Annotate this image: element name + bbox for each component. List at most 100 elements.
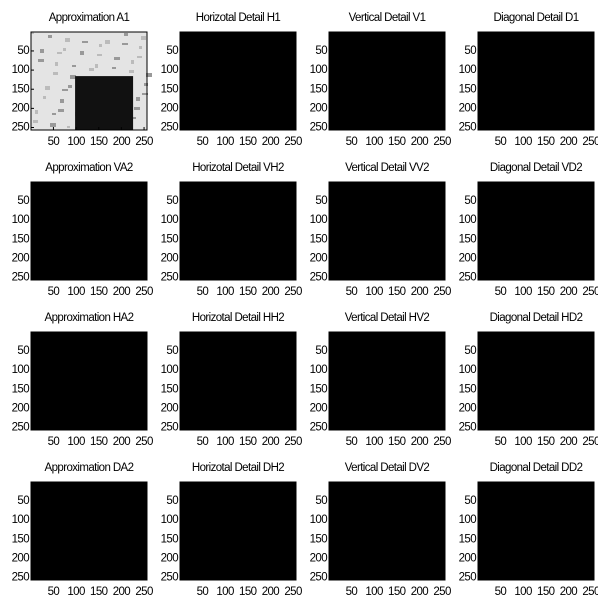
image-texture bbox=[95, 64, 98, 68]
y-tick-label: 250 bbox=[12, 122, 30, 134]
panel-title: Approximation HA2 bbox=[45, 312, 134, 324]
x-tick-label: 150 bbox=[537, 286, 555, 298]
image-texture bbox=[52, 113, 56, 115]
x-tick-label: 50 bbox=[48, 286, 60, 298]
image bbox=[31, 332, 147, 430]
x-tick-label: 150 bbox=[239, 586, 257, 598]
image-texture bbox=[89, 68, 94, 71]
y-tick-label: 150 bbox=[161, 383, 179, 395]
image-texture bbox=[72, 65, 76, 67]
y-tick-label: 100 bbox=[12, 214, 30, 226]
image bbox=[180, 182, 296, 280]
image bbox=[478, 332, 594, 430]
panel-title: Approximation VA2 bbox=[45, 162, 133, 174]
image-texture bbox=[129, 70, 134, 73]
y-tick-label: 100 bbox=[459, 64, 477, 76]
x-tick-label: 50 bbox=[495, 436, 507, 448]
y-tick-label: 150 bbox=[310, 83, 328, 95]
x-tick-label: 250 bbox=[582, 586, 598, 598]
image-texture bbox=[139, 46, 142, 49]
image-texture bbox=[33, 120, 38, 123]
y-tick-label: 200 bbox=[161, 552, 179, 564]
panel-title: Vertical Detail DV2 bbox=[345, 462, 430, 474]
x-tick-label: 100 bbox=[216, 286, 234, 298]
x-tick-label: 200 bbox=[411, 586, 429, 598]
x-tick-label: 250 bbox=[284, 436, 302, 448]
x-tick-label: 100 bbox=[514, 436, 532, 448]
y-tick-label: 150 bbox=[459, 383, 477, 395]
image-texture bbox=[58, 109, 64, 112]
x-tick-label: 50 bbox=[346, 586, 358, 598]
panel-title: Horizotal Detail DH2 bbox=[192, 462, 284, 474]
image bbox=[180, 332, 296, 430]
y-tick-label: 50 bbox=[464, 495, 476, 507]
image bbox=[478, 32, 594, 130]
x-tick-label: 150 bbox=[90, 136, 108, 148]
x-tick-label: 200 bbox=[411, 136, 429, 148]
x-tick-label: 250 bbox=[284, 136, 302, 148]
image-dark-block bbox=[75, 76, 133, 130]
panel-title: Horizotal Detail HH2 bbox=[192, 312, 284, 324]
y-tick-label: 50 bbox=[464, 45, 476, 57]
image-texture bbox=[35, 110, 38, 114]
y-tick-label: 50 bbox=[17, 495, 29, 507]
x-tick-label: 150 bbox=[537, 586, 555, 598]
y-tick-label: 50 bbox=[464, 345, 476, 357]
x-tick-label: 150 bbox=[239, 136, 257, 148]
y-tick-label: 250 bbox=[310, 122, 328, 134]
x-tick-label: 100 bbox=[514, 286, 532, 298]
x-tick-label: 50 bbox=[346, 136, 358, 148]
x-tick-label: 100 bbox=[67, 436, 85, 448]
y-tick-label: 100 bbox=[310, 364, 328, 376]
image-texture bbox=[40, 49, 44, 53]
y-tick-label: 200 bbox=[310, 102, 328, 114]
image-texture bbox=[124, 33, 128, 36]
y-tick-label: 250 bbox=[459, 272, 477, 284]
y-tick-label: 50 bbox=[315, 495, 327, 507]
y-tick-label: 200 bbox=[161, 402, 179, 414]
panel-title: Horizotal Detail VH2 bbox=[192, 162, 284, 174]
y-tick-label: 150 bbox=[161, 533, 179, 545]
x-tick-label: 250 bbox=[135, 286, 153, 298]
panel-title: Diagonal Detail D1 bbox=[493, 12, 578, 24]
y-tick-label: 50 bbox=[315, 45, 327, 57]
y-tick-label: 250 bbox=[161, 422, 179, 434]
y-tick-label: 150 bbox=[12, 533, 30, 545]
x-tick-label: 50 bbox=[197, 586, 209, 598]
panel-title: Diagonal Detail DD2 bbox=[490, 462, 583, 474]
y-tick-label: 200 bbox=[12, 402, 30, 414]
y-tick-label: 250 bbox=[12, 572, 30, 584]
y-tick-label: 150 bbox=[310, 533, 328, 545]
image bbox=[180, 32, 296, 130]
x-tick-label: 100 bbox=[216, 436, 234, 448]
y-tick-label: 250 bbox=[310, 572, 328, 584]
image-texture bbox=[50, 123, 56, 127]
panel-title: Vertical Detail V1 bbox=[349, 12, 426, 24]
x-tick-label: 200 bbox=[113, 586, 131, 598]
x-tick-label: 100 bbox=[67, 586, 85, 598]
y-tick-label: 150 bbox=[459, 233, 477, 245]
y-tick-label: 250 bbox=[310, 272, 328, 284]
x-tick-label: 50 bbox=[48, 136, 60, 148]
x-tick-label: 150 bbox=[90, 436, 108, 448]
x-tick-label: 250 bbox=[284, 586, 302, 598]
image bbox=[31, 182, 147, 280]
image-texture bbox=[60, 99, 64, 103]
page: Approximation A1501001502002505010015020… bbox=[0, 0, 598, 612]
y-tick-label: 250 bbox=[459, 422, 477, 434]
x-tick-label: 200 bbox=[262, 436, 280, 448]
image-texture bbox=[43, 96, 46, 99]
image bbox=[329, 32, 445, 130]
x-tick-label: 200 bbox=[113, 436, 131, 448]
x-tick-label: 200 bbox=[560, 586, 578, 598]
y-tick-label: 200 bbox=[459, 102, 477, 114]
y-tick-label: 250 bbox=[161, 572, 179, 584]
y-tick-label: 100 bbox=[161, 364, 179, 376]
x-tick-label: 50 bbox=[495, 286, 507, 298]
x-tick-label: 150 bbox=[388, 286, 406, 298]
x-tick-label: 50 bbox=[48, 586, 60, 598]
image-texture bbox=[57, 52, 62, 54]
panel-title: Approximation DA2 bbox=[45, 462, 134, 474]
y-tick-label: 50 bbox=[464, 195, 476, 207]
y-tick-label: 200 bbox=[161, 252, 179, 264]
